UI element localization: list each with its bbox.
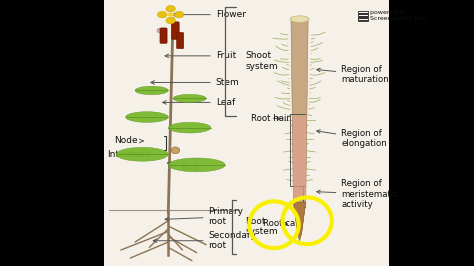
Ellipse shape [166, 6, 175, 12]
Text: powered by
Screencastify Lite: powered by Screencastify Lite [370, 10, 426, 21]
Text: Fruit: Fruit [165, 51, 236, 60]
Ellipse shape [157, 28, 163, 33]
Text: Stem: Stem [151, 78, 239, 87]
FancyBboxPatch shape [176, 32, 184, 49]
Ellipse shape [174, 11, 184, 18]
Text: Leaf: Leaf [163, 98, 235, 107]
Text: Root
system: Root system [246, 217, 278, 236]
Polygon shape [116, 147, 168, 161]
Ellipse shape [166, 17, 175, 24]
Text: Shoot
system: Shoot system [246, 52, 278, 71]
Text: Root cap: Root cap [263, 219, 301, 228]
Text: Region of
maturation: Region of maturation [317, 65, 389, 84]
Text: Flower: Flower [172, 10, 246, 19]
Polygon shape [173, 94, 206, 102]
Bar [104, 0, 389, 266]
Ellipse shape [171, 147, 180, 154]
Text: Secondary
root: Secondary root [153, 231, 256, 250]
Polygon shape [168, 158, 225, 172]
Polygon shape [168, 122, 211, 133]
FancyBboxPatch shape [160, 28, 167, 43]
Polygon shape [293, 117, 306, 202]
Text: Bud: Bud [167, 162, 198, 172]
Ellipse shape [167, 13, 174, 17]
Polygon shape [126, 112, 168, 122]
Bar [358, 11, 368, 21]
Text: Primary
root: Primary root [165, 207, 244, 226]
Ellipse shape [157, 11, 167, 18]
Text: Root hair: Root hair [251, 114, 290, 123]
Polygon shape [291, 21, 308, 234]
Text: Region of
meristematic
activity: Region of meristematic activity [317, 179, 398, 209]
FancyBboxPatch shape [172, 22, 179, 39]
Text: Node: Node [114, 136, 143, 146]
Text: Region of
elongation: Region of elongation [317, 129, 387, 148]
Polygon shape [293, 202, 306, 241]
Polygon shape [135, 86, 168, 95]
Ellipse shape [290, 16, 309, 22]
Text: Internode: Internode [107, 150, 151, 159]
